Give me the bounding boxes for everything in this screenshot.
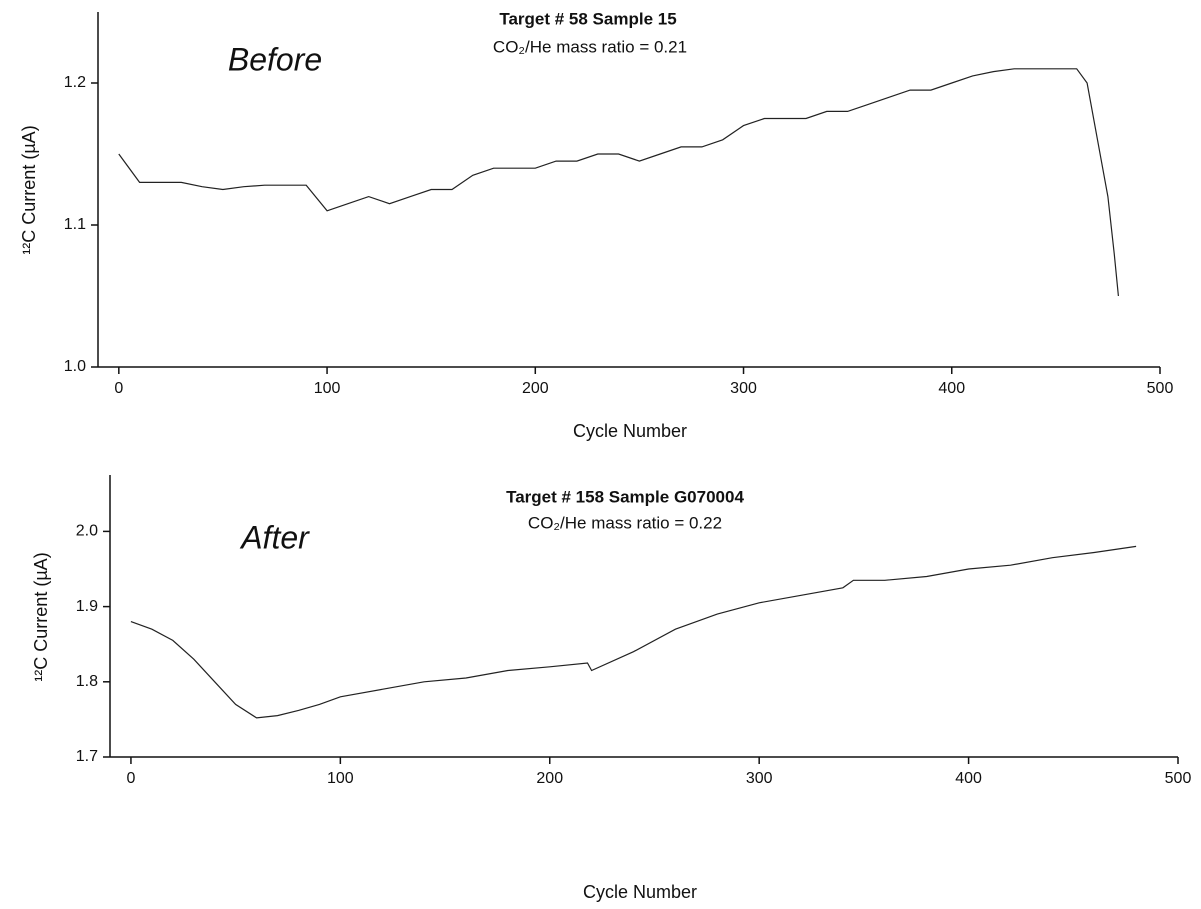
x-tick-label: 400 bbox=[955, 770, 982, 787]
x-tick-label: 200 bbox=[522, 380, 549, 397]
x-axis-label: Cycle Number bbox=[583, 882, 697, 902]
y-tick-label: 1.9 bbox=[76, 598, 98, 615]
annotation: After bbox=[239, 519, 310, 555]
x-axis-label: Cycle Number bbox=[573, 421, 687, 441]
x-tick-label: 500 bbox=[1147, 380, 1174, 397]
x-tick-label: 300 bbox=[746, 770, 773, 787]
y-tick-label: 1.1 bbox=[64, 216, 86, 233]
chart-title: Target # 158 Sample G070004 bbox=[506, 487, 744, 506]
chart-subtitle: CO₂/He mass ratio = 0.22 bbox=[528, 513, 722, 532]
chart-subtitle: CO₂/He mass ratio = 0.21 bbox=[493, 37, 687, 56]
x-tick-label: 200 bbox=[536, 770, 563, 787]
y-tick-label: 2.0 bbox=[76, 523, 98, 540]
x-tick-label: 100 bbox=[327, 770, 354, 787]
x-tick-label: 500 bbox=[1165, 770, 1192, 787]
x-tick-label: 0 bbox=[114, 380, 123, 397]
chart-title: Target # 58 Sample 15 bbox=[499, 9, 676, 28]
data-line bbox=[130, 545, 1137, 719]
x-tick-label: 0 bbox=[126, 770, 135, 787]
y-tick-label: 1.2 bbox=[64, 74, 86, 91]
x-tick-label: 100 bbox=[314, 380, 341, 397]
data-line bbox=[118, 68, 1119, 297]
x-tick-label: 300 bbox=[730, 380, 757, 397]
y-tick-label: 1.0 bbox=[64, 358, 86, 375]
y-axis-label: ¹²C Current (µA) bbox=[31, 552, 51, 681]
y-axis-label: ¹²C Current (µA) bbox=[19, 125, 39, 254]
y-tick-label: 1.8 bbox=[76, 673, 98, 690]
y-tick-label: 1.7 bbox=[76, 748, 98, 765]
annotation: Before bbox=[228, 41, 322, 77]
x-tick-label: 400 bbox=[938, 380, 965, 397]
